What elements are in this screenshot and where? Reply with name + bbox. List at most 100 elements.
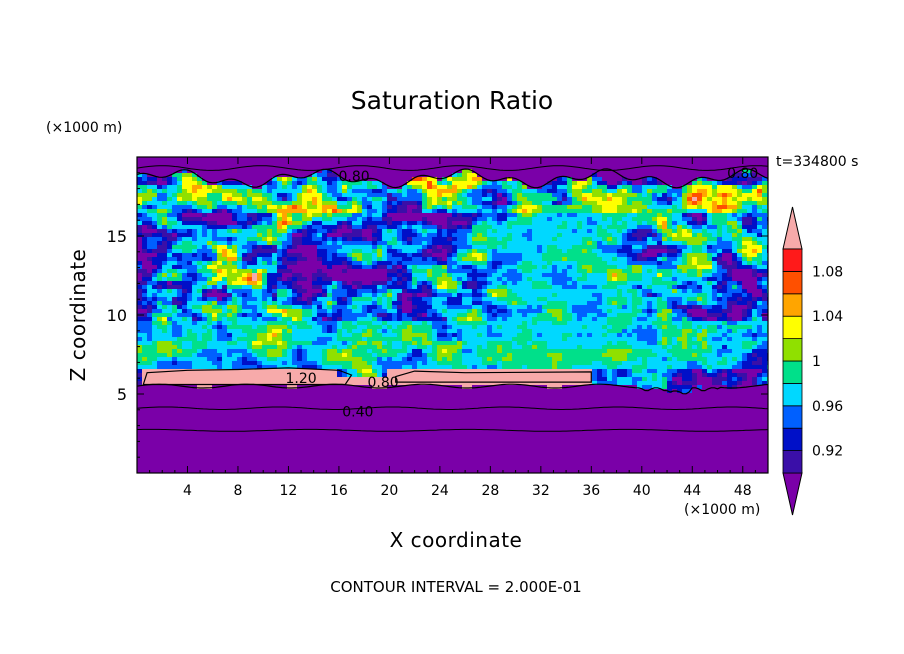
field-cell: [492, 297, 498, 302]
field-cell: [372, 305, 378, 310]
field-cell: [537, 193, 543, 198]
field-cell: [672, 189, 678, 194]
field-cell: [272, 301, 278, 306]
field-cell: [667, 265, 673, 270]
field-cell: [752, 301, 758, 306]
field-cell: [402, 173, 408, 178]
field-cell: [202, 285, 208, 290]
field-cell: [452, 189, 458, 194]
field-cell: [292, 269, 298, 274]
field-cell: [192, 289, 198, 294]
field-cell: [702, 265, 708, 270]
field-cell: [642, 249, 648, 254]
field-cell: [412, 221, 418, 226]
field-cell: [177, 301, 183, 306]
field-cell: [322, 285, 328, 290]
field-cell: [297, 181, 303, 186]
field-cell: [227, 205, 233, 210]
field-cell: [752, 197, 758, 202]
field-cell: [222, 237, 228, 242]
field-cell: [517, 253, 523, 258]
field-cell: [677, 197, 683, 202]
field-cell: [272, 181, 278, 186]
field-cell: [442, 285, 448, 290]
field-cell: [362, 285, 368, 290]
field-cell: [622, 281, 628, 286]
field-cell: [592, 177, 598, 182]
field-cell: [542, 169, 548, 174]
field-cell: [292, 289, 298, 294]
field-cell: [237, 309, 243, 314]
field-cell: [497, 209, 503, 214]
field-cell: [637, 297, 643, 302]
field-cell: [707, 301, 713, 306]
field-cell: [572, 261, 578, 266]
field-cell: [157, 165, 163, 170]
field-cell: [567, 257, 573, 262]
field-cell: [582, 281, 588, 286]
field-cell: [562, 185, 568, 190]
field-cell: [287, 157, 293, 162]
field-cell: [707, 225, 713, 230]
field-cell: [442, 205, 448, 210]
field-cell: [682, 261, 688, 266]
field-cell: [622, 253, 628, 258]
field-cell: [367, 209, 373, 214]
field-cell: [147, 285, 153, 290]
field-cell: [507, 201, 513, 206]
field-cell: [152, 249, 158, 254]
field-cell: [472, 185, 478, 190]
field-cell: [287, 205, 293, 210]
field-cell: [172, 205, 178, 210]
field-cell: [177, 269, 183, 274]
field-cell: [737, 197, 743, 202]
field-cell: [337, 209, 343, 214]
field-cell: [577, 285, 583, 290]
field-cell: [762, 177, 768, 182]
field-cell: [457, 293, 463, 298]
field-cell: [677, 161, 683, 166]
field-cell: [697, 165, 703, 170]
field-cell: [672, 277, 678, 282]
field-cell: [292, 157, 298, 162]
field-cell: [312, 213, 318, 218]
field-cell: [262, 269, 268, 274]
field-cell: [667, 293, 673, 298]
field-cell: [332, 249, 338, 254]
field-cell: [172, 293, 178, 298]
field-cell: [392, 273, 398, 278]
field-cell: [677, 217, 683, 222]
field-cell: [752, 285, 758, 290]
field-cell: [542, 189, 548, 194]
field-cell: [402, 201, 408, 206]
field-cell: [207, 241, 213, 246]
field-cell: [642, 265, 648, 270]
field-cell: [217, 257, 223, 262]
field-cell: [452, 261, 458, 266]
field-cell: [312, 169, 318, 174]
field-cell: [722, 257, 728, 262]
field-cell: [382, 185, 388, 190]
field-cell: [382, 229, 388, 234]
field-cell: [712, 225, 718, 230]
field-cell: [542, 233, 548, 238]
field-cell: [747, 293, 753, 298]
field-cell: [427, 265, 433, 270]
field-cell: [392, 169, 398, 174]
field-cell: [742, 185, 748, 190]
field-cell: [367, 197, 373, 202]
field-cell: [547, 157, 553, 162]
field-cell: [512, 181, 518, 186]
field-cell: [602, 169, 608, 174]
field-cell: [427, 249, 433, 254]
field-cell: [232, 229, 238, 234]
field-cell: [682, 281, 688, 286]
field-cell: [432, 249, 438, 254]
field-cell: [497, 157, 503, 162]
field-cell: [332, 165, 338, 170]
field-cell: [297, 313, 303, 318]
field-cell: [552, 225, 558, 230]
field-cell: [737, 273, 743, 278]
field-cell: [282, 161, 288, 166]
field-cell: [717, 245, 723, 250]
